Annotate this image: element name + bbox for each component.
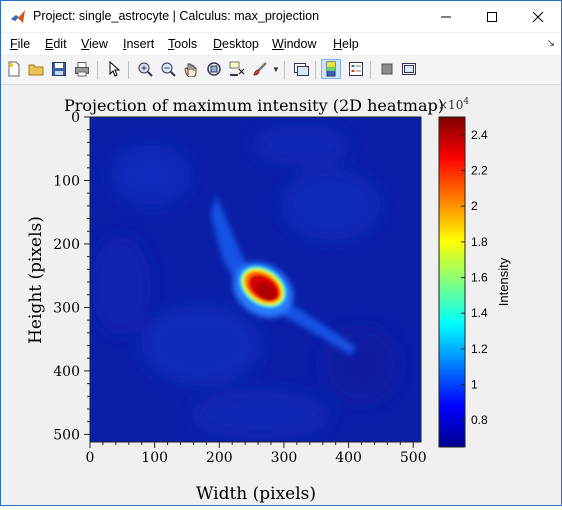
x-tick-label: 300 (271, 450, 298, 466)
figure-toolbar: ▼ (1, 56, 561, 85)
toolbar-separator (284, 61, 285, 79)
figure-canvas: Projection of maximum intensity (2D heat… (1, 85, 561, 505)
colorbar-tick-label: 1.6 (471, 271, 488, 285)
x-tick-label: 0 (86, 450, 95, 466)
colorbar-ticks: 0.8 1 1.2 1.4 1.6 1.8 2 2.2 2.4 (461, 128, 488, 427)
toolbar-separator (128, 61, 129, 79)
toolbar-separator (370, 61, 371, 79)
plot-frame (89, 116, 422, 443)
open-file-button[interactable] (26, 59, 46, 79)
legend-icon (349, 62, 363, 76)
cell-body (239, 265, 287, 309)
y-tick-label: 400 (53, 364, 80, 380)
colorbar-exponent: ×104 (438, 97, 469, 112)
zoom-out-button[interactable] (158, 59, 178, 79)
matlab-logo-icon (11, 10, 25, 23)
pointer-button[interactable] (104, 59, 124, 79)
new-figure-icon (8, 61, 20, 77)
link-plot-button[interactable] (291, 59, 311, 79)
menu-bar: File Edit View Insert Tools Desktop Wind… (1, 33, 561, 55)
menu-file[interactable]: File (10, 37, 31, 51)
y-tick-label: 200 (53, 237, 80, 253)
hide-plot-tools-icon (381, 63, 393, 75)
toolbar-separator (315, 61, 316, 79)
y-axis: 0 100 200 300 400 500 (53, 110, 90, 443)
chart-title: Projection of maximum intensity (2D heat… (64, 96, 444, 115)
print-icon (75, 62, 89, 77)
pan-button[interactable] (181, 59, 201, 79)
minimize-button[interactable] (423, 1, 469, 32)
y-tick-label: 100 (53, 173, 80, 189)
maximize-icon (487, 11, 497, 22)
colorbar-tick-label: 2.2 (471, 164, 488, 178)
pan-icon (184, 63, 197, 77)
zoom-in-icon (138, 62, 153, 77)
colorbar-tick-label: 1 (471, 378, 478, 392)
minimize-icon (441, 16, 451, 17)
x-tick-label: 500 (400, 450, 427, 466)
title-bar: Project: single_astrocyte | Calculus: ma… (1, 1, 561, 32)
save-icon (52, 62, 66, 76)
colorbar-tick-label: 1.8 (471, 235, 488, 249)
print-button[interactable] (72, 59, 92, 79)
zoom-in-button[interactable] (135, 59, 155, 79)
brush-dropdown-arrow-icon[interactable]: ▼ (272, 65, 280, 74)
rotate-3d-icon (207, 62, 221, 76)
new-figure-button[interactable] (4, 59, 24, 79)
hide-plot-tools-button[interactable] (377, 59, 397, 79)
colorbar-button[interactable] (321, 59, 341, 79)
close-button[interactable] (515, 1, 561, 32)
toolbar-separator (97, 61, 98, 79)
y-axis-label: Height (pixels) (26, 216, 46, 344)
link-plot-icon (294, 63, 309, 76)
menu-edit[interactable]: Edit (45, 37, 67, 51)
zoom-out-icon (161, 62, 176, 77)
legend-button[interactable] (346, 59, 366, 79)
heatmap-chart[interactable]: Projection of maximum intensity (2D heat… (1, 85, 561, 505)
close-icon (532, 11, 544, 22)
data-cursor-icon (229, 61, 245, 76)
menu-window[interactable]: Window (272, 37, 317, 51)
window-title: Project: single_astrocyte | Calculus: ma… (33, 9, 320, 23)
y-tick-label: 0 (71, 110, 80, 126)
colorbar-gradient (438, 116, 466, 448)
rotate-3d-button[interactable] (204, 59, 224, 79)
heatmap-noise (91, 125, 401, 440)
dock-arrow-icon[interactable]: ↘ (546, 38, 555, 49)
y-tick-label: 300 (53, 300, 80, 316)
menu-view[interactable]: View (81, 37, 108, 51)
colorbar-tick-label: 0.8 (471, 413, 488, 427)
colorbar-tick-label: 1.4 (471, 306, 488, 320)
colorbar[interactable]: 0.8 1 1.2 1.4 1.6 1.8 2 2.2 2.4 ×104 Intensity (438, 97, 511, 448)
save-button[interactable] (49, 59, 69, 79)
pointer-icon (109, 61, 121, 77)
x-tick-label: 400 (335, 450, 362, 466)
x-axis: 0 100 200 300 400 500 (86, 442, 427, 466)
brush-icon (253, 62, 267, 76)
menu-insert[interactable]: Insert (123, 37, 155, 51)
y-tick-label: 500 (53, 427, 80, 443)
x-axis-label: Width (pixels) (196, 484, 316, 504)
colorbar-icon (326, 61, 336, 77)
brush-button[interactable] (250, 59, 270, 79)
menu-help[interactable]: Help (333, 37, 359, 51)
x-tick-label: 200 (206, 450, 233, 466)
colorbar-tick-label: 2 (471, 199, 478, 213)
colorbar-label: Intensity (496, 257, 511, 306)
menu-tools[interactable]: Tools (168, 37, 198, 51)
x-tick-label: 100 (141, 450, 168, 466)
colorbar-tick-label: 2.4 (471, 128, 488, 142)
show-plot-tools-button[interactable] (399, 59, 419, 79)
data-cursor-button[interactable] (227, 59, 247, 79)
show-plot-tools-icon (402, 63, 416, 75)
maximize-button[interactable] (469, 1, 515, 32)
heatmap-image[interactable] (90, 117, 421, 442)
menu-desktop[interactable]: Desktop (213, 37, 259, 51)
colorbar-tick-label: 1.2 (471, 342, 488, 356)
open-file-icon (28, 64, 44, 76)
